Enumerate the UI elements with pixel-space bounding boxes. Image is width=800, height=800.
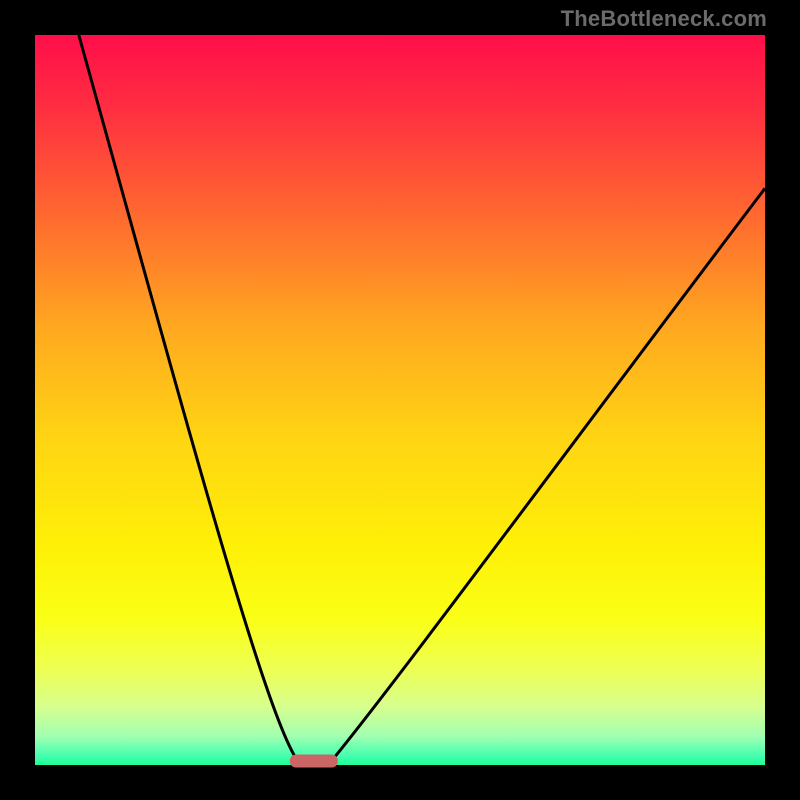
- bottleneck-marker: [290, 755, 338, 768]
- plot-background: [35, 35, 765, 765]
- bottleneck-chart: [0, 0, 800, 800]
- chart-container: TheBottleneck.com: [0, 0, 800, 800]
- watermark: TheBottleneck.com: [561, 6, 767, 32]
